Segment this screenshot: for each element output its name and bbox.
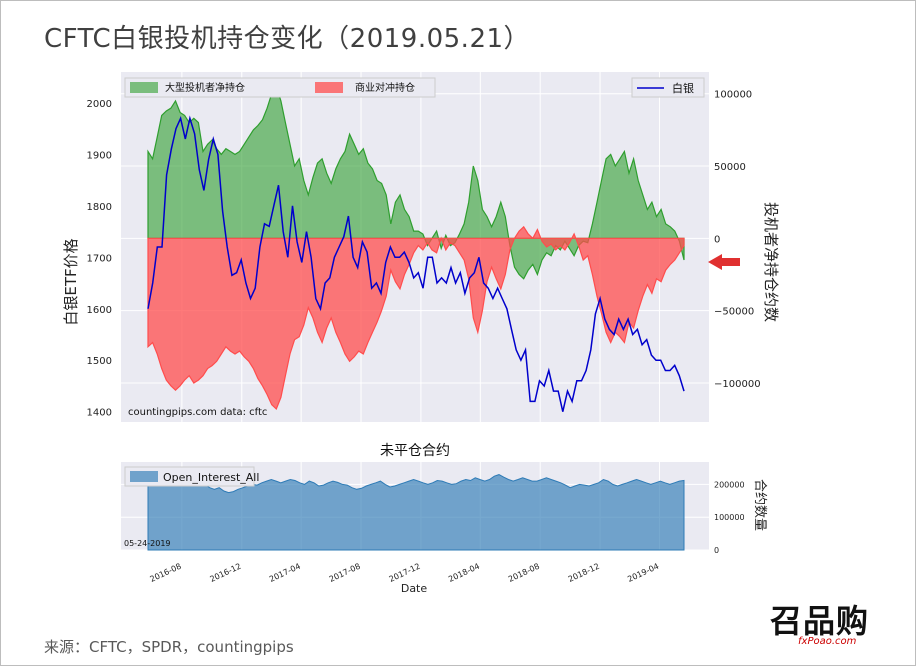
open-interest-axis-ticks: 0 100000 200000 [714, 480, 745, 555]
legend-left-box [124, 77, 436, 98]
date-tick-label: 2016-12 [208, 562, 242, 584]
date-tick-label: 2017-04 [268, 562, 302, 584]
date-tick-label: 2016-08 [149, 562, 183, 584]
open-interest-legend-swatch [130, 471, 158, 482]
date-tick-label: 2018-08 [507, 562, 541, 584]
page-title: CFTC白银投机持仓变化（2019.05.21） [44, 24, 531, 54]
left-axis-tick-label: 1900 [87, 150, 112, 161]
watermark-logo: 召品购 fxPoao.com [770, 596, 910, 658]
legend-commercial-label: 商业对冲持仓 [355, 81, 415, 94]
date-tick-label: 2017-08 [328, 562, 362, 584]
watermark-subtext: fxPoao.com [798, 636, 857, 647]
date-tick-label: 2018-12 [567, 562, 601, 584]
left-axis-tick-label: 1700 [87, 253, 112, 264]
open-interest-tick-label: 100000 [714, 513, 745, 522]
left-arrow-icon [708, 254, 740, 270]
right-axis-tick-label: 50000 [714, 162, 746, 173]
speculators-area [147, 85, 685, 280]
date-axis-label: Date [401, 582, 428, 595]
right-axis-tick-label: 100000 [714, 90, 752, 101]
right-axis-tick-label: −100000 [714, 379, 761, 390]
legend-commercial-swatch [315, 82, 343, 93]
left-axis-tick-label: 2000 [87, 99, 112, 110]
open-interest-tick-label: 200000 [714, 480, 745, 489]
left-axis-tick-label: 1800 [87, 202, 112, 213]
date-axis-ticks: 2016-08 2016-12 2017-04 2017-08 2017-12 2018-… [149, 562, 661, 584]
open-interest-tick-label: 0 [714, 546, 719, 555]
right-axis-tick-label: 0 [714, 234, 720, 245]
legend-right-box [631, 77, 705, 98]
legend-left: 大型投机者净持仓 商业对冲持仓 [124, 77, 436, 98]
legend-silver-label: 白银 [672, 81, 694, 95]
open-interest-legend-label: Open_Interest_All [163, 471, 259, 484]
commercial-area [147, 225, 685, 411]
date-tick-label: 2019-04 [626, 562, 660, 584]
legend-right: 白银 [631, 77, 705, 98]
watermark-text: 召品购 [770, 602, 870, 640]
left-axis-tick-label: 1400 [87, 408, 112, 419]
open-interest-legend: Open_Interest_All [124, 466, 259, 487]
source-note: 来源：CFTC，SPDR，countingpips [44, 638, 294, 656]
right-axis-tick-label: −50000 [714, 307, 754, 318]
source-annotation: countingpips.com data: cftc [128, 407, 267, 418]
left-axis-tick-label: 1600 [87, 305, 112, 316]
open-interest-axis-label: 合约数量 [752, 479, 767, 531]
left-axis-tick-label: 1500 [87, 356, 112, 367]
open-interest-chart: 未平仓合约 0 100000 200000 2016-08 2016-12 2017-0… [121, 443, 767, 595]
silver-price-line [147, 115, 685, 412]
positions-chart: 1400 1500 1600 1700 1800 1900 2000 100000 50000… [62, 72, 780, 422]
legend-speculators-label: 大型投机者净持仓 [165, 81, 245, 94]
open-interest-area [147, 474, 685, 551]
left-axis-label: 白银ETF价格 [62, 238, 80, 325]
legend-speculators-swatch [130, 82, 158, 93]
left-axis-ticks: 1400 1500 1600 1700 1800 1900 2000 [87, 99, 112, 419]
date-tick-label: 2018-04 [447, 562, 481, 584]
open-interest-date-annotation: 05-24-2019 [124, 539, 171, 548]
date-tick-label: 2017-12 [388, 562, 422, 584]
open-interest-title: 未平仓合约 [380, 443, 450, 459]
right-axis-ticks: 100000 50000 0 −50000 −100000 [714, 90, 761, 390]
right-axis-label: 投机者净持仓约数 [762, 202, 780, 322]
